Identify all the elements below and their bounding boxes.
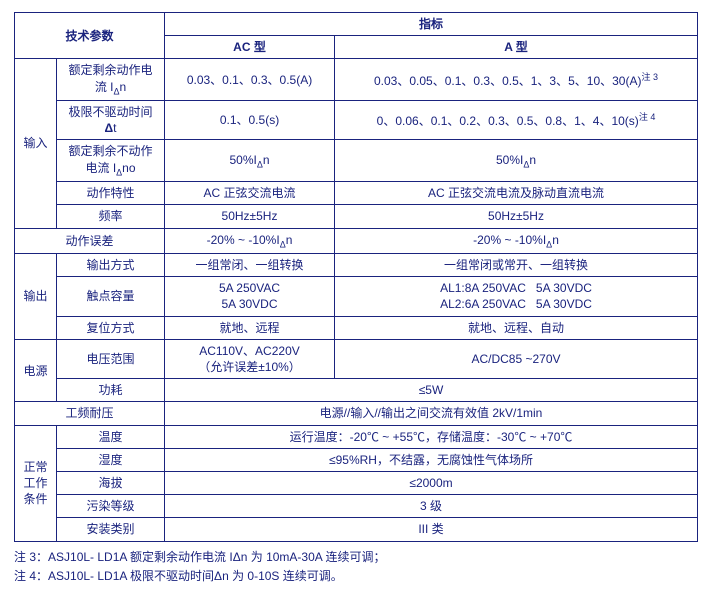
header-tech-param: 技术参数	[15, 13, 165, 59]
label-rated-nonop: 额定剩余不动作电流 IΔno	[57, 140, 165, 182]
val-withstand: 电源//输入//输出之间交流有效值 2kV/1min	[165, 402, 698, 425]
val-freq-a: 50Hz±5Hz	[335, 205, 698, 228]
val-poll: 3 级	[165, 495, 698, 518]
label-alt: 海拔	[57, 471, 165, 494]
notes: 注 3：ASJ10L- LD1A 额定剩余动作电流 IΔn 为 10mA-30A…	[14, 548, 698, 586]
val-action-char-a: AC 正弦交流电流及脉动直流电流	[335, 182, 698, 205]
note-4: 注 4：ASJ10L- LD1A 极限不驱动时间Δn 为 0-10S 连续可调。	[14, 567, 698, 586]
val-action-err-ac: -20% ~ -10%IΔn	[165, 228, 335, 254]
label-contact: 触点容量	[57, 277, 165, 316]
val-out-mode-ac: 一组常闭、一组转换	[165, 254, 335, 277]
label-hum: 湿度	[57, 448, 165, 471]
label-poll: 污染等级	[57, 495, 165, 518]
val-rated-nonop-a: 50%IΔn	[335, 140, 698, 182]
val-voltage-a: AC/DC85 ~270V	[335, 339, 698, 378]
val-rated-current-ac: 0.03、0.1、0.3、0.5(A)	[165, 59, 335, 101]
val-rated-nonop-ac: 50%IΔn	[165, 140, 335, 182]
label-inst: 安装类别	[57, 518, 165, 541]
spec-table: 技术参数 指标 AC 型 A 型 输入 额定剩余动作电流 IΔn 0.03、0.…	[14, 12, 698, 542]
label-reset: 复位方式	[57, 316, 165, 339]
val-action-err-a: -20% ~ -10%IΔn	[335, 228, 698, 254]
header-indicator: 指标	[165, 13, 698, 36]
group-power: 电源	[15, 339, 57, 402]
val-alt: ≤2000m	[165, 471, 698, 494]
group-input: 输入	[15, 59, 57, 228]
label-action-char: 动作特性	[57, 182, 165, 205]
val-freq-ac: 50Hz±5Hz	[165, 205, 335, 228]
val-action-char-ac: AC 正弦交流电流	[165, 182, 335, 205]
val-reset-ac: 就地、远程	[165, 316, 335, 339]
label-cons: 功耗	[57, 379, 165, 402]
val-rated-current-a: 0.03、0.05、0.1、0.3、0.5、1、3、5、10、30(A)注 3	[335, 59, 698, 101]
group-env: 正常工作条件	[15, 425, 57, 541]
label-withstand: 工频耐压	[15, 402, 165, 425]
header-a-type: A 型	[335, 36, 698, 59]
label-rated-current: 额定剩余动作电流 IΔn	[57, 59, 165, 101]
label-limit-time: 极限不驱动时间Δt	[57, 101, 165, 140]
label-temp: 温度	[57, 425, 165, 448]
header-ac-type: AC 型	[165, 36, 335, 59]
val-reset-a: 就地、远程、自动	[335, 316, 698, 339]
label-voltage: 电压范围	[57, 339, 165, 378]
val-limit-time-a: 0、0.06、0.1、0.2、0.3、0.5、0.8、1、4、10(s)注 4	[335, 101, 698, 140]
val-contact-a: AL1:8A 250VAC 5A 30VDCAL2:6A 250VAC 5A 3…	[335, 277, 698, 316]
val-hum: ≤95%RH，不结露，无腐蚀性气体场所	[165, 448, 698, 471]
label-action-err: 动作误差	[15, 228, 165, 254]
val-voltage-ac: AC110V、AC220V（允许误差±10%）	[165, 339, 335, 378]
val-contact-ac: 5A 250VAC5A 30VDC	[165, 277, 335, 316]
label-out-mode: 输出方式	[57, 254, 165, 277]
val-temp: 运行温度：-20℃ ~ +55℃，存储温度：-30℃ ~ +70℃	[165, 425, 698, 448]
val-out-mode-a: 一组常闭或常开、一组转换	[335, 254, 698, 277]
val-limit-time-ac: 0.1、0.5(s)	[165, 101, 335, 140]
note-3: 注 3：ASJ10L- LD1A 额定剩余动作电流 IΔn 为 10mA-30A…	[14, 548, 698, 567]
group-output: 输出	[15, 254, 57, 340]
val-inst: III 类	[165, 518, 698, 541]
label-freq: 频率	[57, 205, 165, 228]
val-cons: ≤5W	[165, 379, 698, 402]
